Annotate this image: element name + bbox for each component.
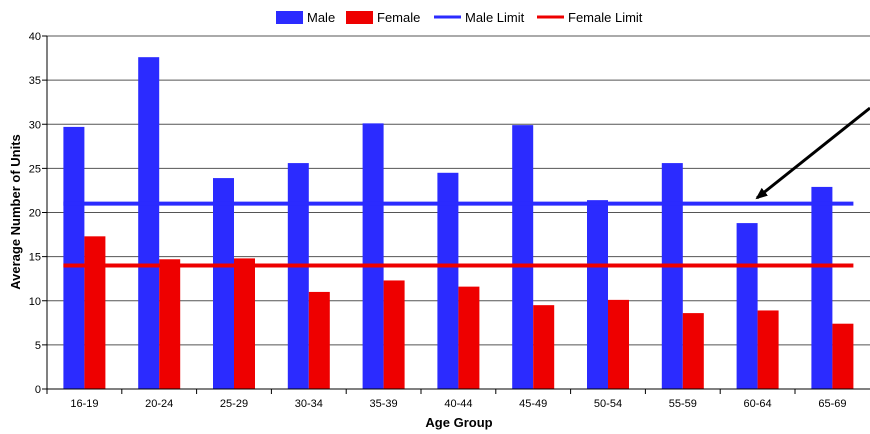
legend: Male Female Male Limit Female Limit [276,10,643,25]
male-bar-65-69 [811,186,833,389]
axes: 0 5 10 15 20 25 30 35 40 16-19 20-24 25-29 30-34 35-3… [29,31,870,410]
female-bar-25-29 [234,258,255,389]
female-bar-65-69 [832,323,854,389]
female-bar-40-44 [458,286,480,389]
x-axis-title: Age Group [425,415,492,430]
legend-label-female: Female [377,10,420,25]
legend-swatch-female [346,11,373,24]
bars [63,57,854,390]
y-tick-label: 20 [29,208,41,220]
y-axis-title: Average Number of Units [8,134,23,290]
male-bar-50-54 [587,200,608,389]
x-tick-label: 30-34 [295,398,323,410]
y-tick-label: 35 [29,75,41,87]
x-tick-label: 60-64 [744,398,772,410]
female-bar-60-64 [757,310,779,389]
y-tick-label: 0 [35,384,41,396]
x-tick-label: 40-44 [444,398,472,410]
female-bar-50-54 [608,299,629,389]
x-tick-label: 65-69 [818,398,846,410]
female-bar-45-49 [533,305,555,389]
x-tick-label: 35-39 [370,398,398,410]
male-bar-60-64 [736,223,758,389]
x-tick-label: 20-24 [145,398,173,410]
y-tick-label: 10 [29,296,41,308]
x-tick-label: 50-54 [594,398,622,410]
reference-lines [63,201,854,268]
legend-label-female-limit: Female Limit [568,10,643,25]
x-tick-label: 16-19 [70,398,98,410]
female-bar-35-39 [383,280,405,389]
y-tick-label: 5 [35,340,41,352]
male-bar-45-49 [512,125,534,389]
female-bar-30-34 [308,291,330,389]
gridlines [47,35,870,390]
annotation-arrow [755,106,870,200]
x-tick-label: 25-29 [220,398,248,410]
y-tick-label: 30 [29,119,41,131]
male-bar-40-44 [437,172,459,389]
male-bar-20-24 [138,57,160,390]
female-bar-55-59 [682,313,704,389]
male-bar-25-29 [213,178,234,389]
male-bar-35-39 [362,123,384,390]
y-tick-label: 25 [29,163,41,175]
y-tick-label: 15 [29,252,41,264]
x-tick-label: 55-59 [669,398,697,410]
male-bar-16-19 [63,126,85,390]
female-bar-20-24 [159,259,181,389]
y-tick-label: 40 [29,31,41,43]
female-bar-16-19 [84,236,106,389]
legend-swatch-male [276,11,303,24]
male-bar-55-59 [661,163,683,389]
legend-label-male-limit: Male Limit [465,10,525,25]
legend-label-male: Male [307,10,335,25]
x-tick-label: 45-49 [519,398,547,410]
male-bar-30-34 [287,163,309,389]
